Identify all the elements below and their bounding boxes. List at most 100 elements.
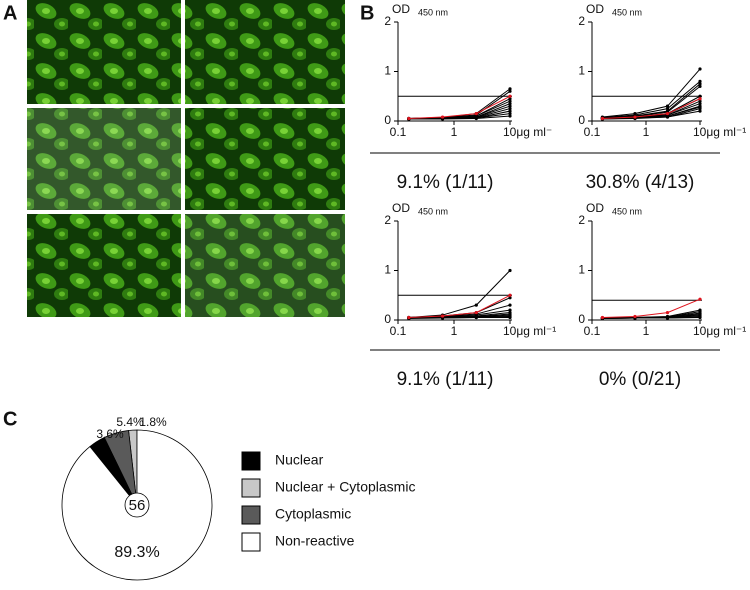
series-line [602, 68, 701, 118]
x-tick-label: 1 [643, 125, 650, 139]
legend-label: Nuclear + Cytoplasmic [275, 479, 415, 495]
legend-swatch [241, 505, 261, 525]
data-point [698, 94, 702, 98]
data-point [665, 310, 670, 315]
data-point [508, 94, 512, 98]
legend-swatch [241, 532, 261, 552]
data-point [698, 99, 702, 103]
data-point [600, 116, 605, 121]
series-line [408, 317, 510, 320]
data-point [665, 115, 670, 119]
data-point [508, 87, 512, 91]
data-point [508, 99, 512, 103]
caption: 9.1% (1/11) [397, 369, 494, 390]
micrograph [185, 108, 345, 210]
center-label: 56 [129, 497, 146, 514]
series-line [408, 270, 511, 319]
caption: 30.8% (4/13) [586, 172, 695, 193]
y-tick-label: 2 [578, 14, 585, 28]
x-tick-label: 10μg ml⁻ [503, 125, 552, 139]
data-point [508, 109, 512, 113]
legend-swatch [241, 478, 261, 498]
caption: 0% (0/21) [599, 369, 681, 390]
x-tick-label: 10μg ml⁻¹ [503, 324, 556, 338]
data-point [698, 79, 702, 83]
micrograph [185, 0, 345, 104]
x-tick-label: 10μg ml⁻¹ [693, 125, 746, 139]
series-line [602, 98, 701, 120]
micrograph [27, 108, 181, 210]
y-tick-label: 1 [384, 64, 391, 78]
data-point [440, 115, 445, 119]
micrographs [27, 0, 345, 317]
x-tick-label: 1 [451, 324, 458, 338]
data-point [508, 89, 512, 93]
series-line [408, 115, 511, 120]
micrograph [185, 214, 345, 317]
data-point [633, 314, 637, 319]
data-point [698, 109, 702, 113]
series-line [408, 294, 511, 319]
data-point [508, 114, 512, 118]
legend-swatch [241, 451, 261, 471]
data-point [508, 308, 512, 312]
data-point [440, 314, 445, 318]
y-axis-label: OD [586, 2, 604, 16]
y-tick-label: 1 [578, 263, 585, 277]
data-point [698, 67, 702, 71]
panel-label: C [3, 408, 17, 430]
data-point [474, 315, 478, 320]
data-point [698, 84, 702, 88]
data-point [698, 102, 702, 106]
y-axis-label-sub: 450 nm [418, 7, 448, 17]
y-tick-label: 2 [384, 213, 391, 227]
y-axis-label-sub: 450 nm [612, 206, 642, 216]
series-line [602, 81, 701, 119]
y-axis-label: OD [392, 2, 410, 16]
y-tick-label: 0 [578, 113, 585, 127]
data-point [698, 82, 702, 86]
micrograph [27, 214, 181, 317]
data-point [665, 111, 670, 116]
center-circle [124, 492, 150, 518]
x-tick-label: 0.1 [584, 125, 601, 139]
y-tick-label: 1 [578, 64, 585, 78]
series-line [602, 298, 701, 319]
x-tick-label: 1 [643, 324, 650, 338]
data-point [508, 97, 512, 101]
data-point [474, 116, 478, 121]
y-tick-label: 0 [578, 312, 585, 326]
data-point [508, 102, 512, 106]
data-point [508, 315, 512, 320]
x-tick-label: 0.1 [584, 324, 601, 338]
slice-label: 5.4% [116, 415, 144, 429]
data-point [508, 293, 512, 297]
micrograph [27, 0, 181, 104]
y-tick-label: 1 [384, 263, 391, 277]
series-line [602, 110, 701, 120]
data-point [633, 115, 637, 119]
y-tick-label: 0 [384, 113, 391, 127]
data-point [474, 111, 478, 116]
data-point [665, 316, 670, 320]
data-point [508, 104, 512, 108]
x-tick-label: 0.1 [390, 125, 407, 139]
legend-label: Non-reactive [275, 533, 355, 549]
caption: 9.1% (1/11) [397, 172, 494, 193]
y-axis-label: OD [392, 201, 410, 215]
y-tick-label: 2 [384, 14, 391, 28]
x-tick-label: 10μg ml⁻¹ [693, 324, 746, 338]
panel-label: A [3, 2, 17, 24]
data-point [665, 107, 670, 111]
slice-label: 1.8% [139, 415, 167, 429]
data-point [600, 315, 605, 320]
series-line [602, 317, 701, 320]
data-point [508, 296, 512, 300]
data-point [698, 297, 702, 301]
legend-label: Nuclear [275, 452, 324, 468]
y-tick-label: 0 [384, 312, 391, 326]
data-point [407, 116, 411, 121]
data-point [508, 303, 512, 307]
y-axis-label: OD [586, 201, 604, 215]
